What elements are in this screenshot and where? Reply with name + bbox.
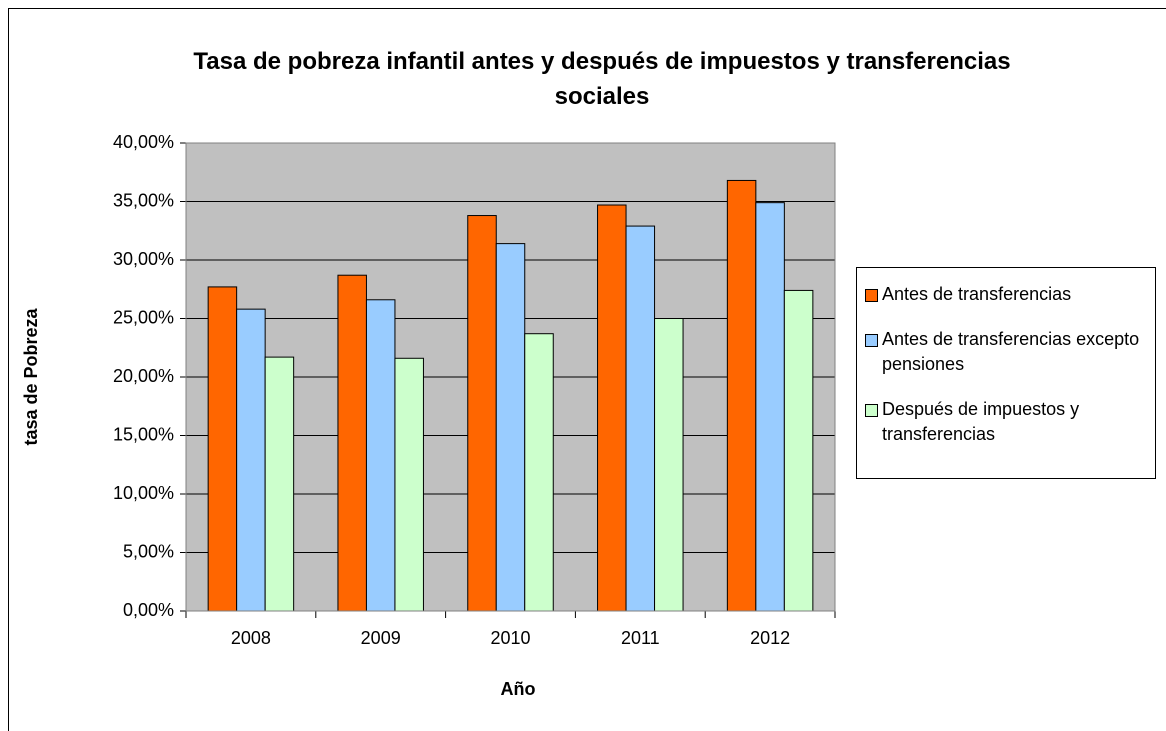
x-tick-label: 2011 — [621, 628, 660, 648]
bar — [236, 308, 266, 612]
y-tick-label: 0,00% — [123, 600, 174, 620]
bar — [654, 318, 684, 612]
x-tick-label: 2008 — [231, 628, 271, 648]
plot-border — [185, 142, 836, 612]
y-tick-label: 30,00% — [113, 249, 174, 269]
y-axis-label: tasa de Pobreza — [21, 307, 41, 445]
legend-item: Antes de transferencias excepto pensione… — [865, 327, 1149, 377]
x-axis-label: Año — [501, 679, 536, 699]
y-tick-label: 15,00% — [113, 424, 174, 444]
bar — [394, 357, 424, 612]
y-tick-label: 5,00% — [123, 541, 174, 561]
legend-item: Antes de transferencias — [865, 282, 1149, 307]
x-tick-label: 2010 — [490, 628, 530, 648]
legend-swatch — [865, 289, 878, 302]
bar — [783, 289, 814, 612]
bar — [467, 215, 497, 612]
y-tick-label: 40,00% — [113, 132, 174, 152]
bar — [524, 333, 554, 612]
legend-label: Después de impuestos y transferencias — [882, 399, 1080, 444]
bar — [755, 202, 785, 612]
x-tick-label: 2009 — [361, 628, 401, 648]
y-tick-label: 25,00% — [113, 307, 174, 327]
bar — [597, 204, 627, 612]
legend-swatch — [865, 334, 878, 347]
chart-title: Tasa de pobreza infantil antes y después… — [193, 48, 1011, 110]
bar — [337, 274, 367, 612]
legend-label: Antes de transferencias excepto pensione… — [882, 329, 1140, 374]
bar — [207, 286, 238, 612]
legend-swatch — [865, 404, 878, 417]
bar — [726, 179, 757, 612]
y-tick-label: 20,00% — [113, 366, 174, 386]
bar — [495, 243, 526, 612]
bar — [625, 225, 656, 612]
chart-frame — [8, 8, 1166, 731]
bar — [365, 299, 396, 612]
legend-item: Después de impuestos y transferencias — [865, 397, 1149, 447]
y-tick-label: 10,00% — [113, 483, 174, 503]
x-tick-label: 2012 — [750, 628, 790, 648]
legend: Antes de transferencias Antes de transfer… — [856, 267, 1156, 479]
y-tick-label: 35,00% — [113, 190, 174, 210]
legend-label: Antes de transferencias — [882, 284, 1072, 304]
bar — [264, 356, 295, 612]
